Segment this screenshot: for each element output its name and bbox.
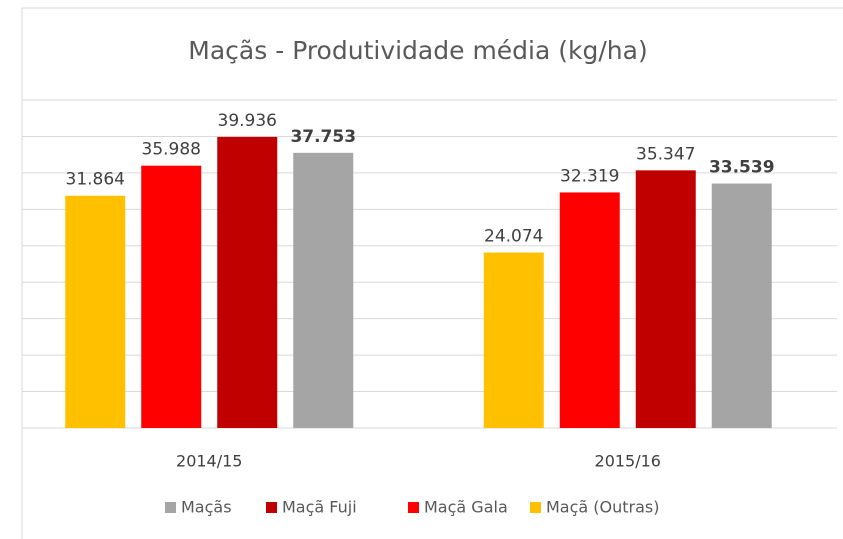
data-label: 24.074 — [484, 227, 543, 247]
bar — [293, 152, 354, 428]
legend-swatch — [165, 502, 176, 513]
data-label: 37.753 — [290, 127, 356, 147]
bar — [711, 183, 772, 428]
bar — [559, 192, 620, 428]
legend-label: Maçãs — [181, 498, 232, 517]
bar — [65, 195, 126, 428]
data-label: 39.936 — [218, 111, 277, 131]
data-label: 35.347 — [636, 144, 695, 164]
data-label: 33.539 — [709, 158, 775, 178]
legend-swatch — [266, 502, 277, 513]
data-label: 35.988 — [142, 140, 201, 160]
data-label: 31.864 — [66, 170, 125, 190]
bar — [141, 165, 202, 428]
legend-label: Maçã (Outras) — [546, 498, 660, 517]
bar — [217, 136, 278, 428]
legend-swatch — [408, 502, 419, 513]
chart-title: Maçãs - Produtividade média (kg/ha) — [188, 36, 647, 65]
legend-swatch — [530, 502, 541, 513]
legend-label: Maçã Gala — [424, 498, 508, 517]
legend-label: Maçã Fuji — [282, 498, 357, 517]
bar — [635, 170, 696, 428]
bar — [483, 252, 544, 428]
x-tick-label: 2014/15 — [176, 452, 242, 471]
x-tick-label: 2015/16 — [595, 452, 661, 471]
data-label: 32.319 — [560, 166, 619, 186]
